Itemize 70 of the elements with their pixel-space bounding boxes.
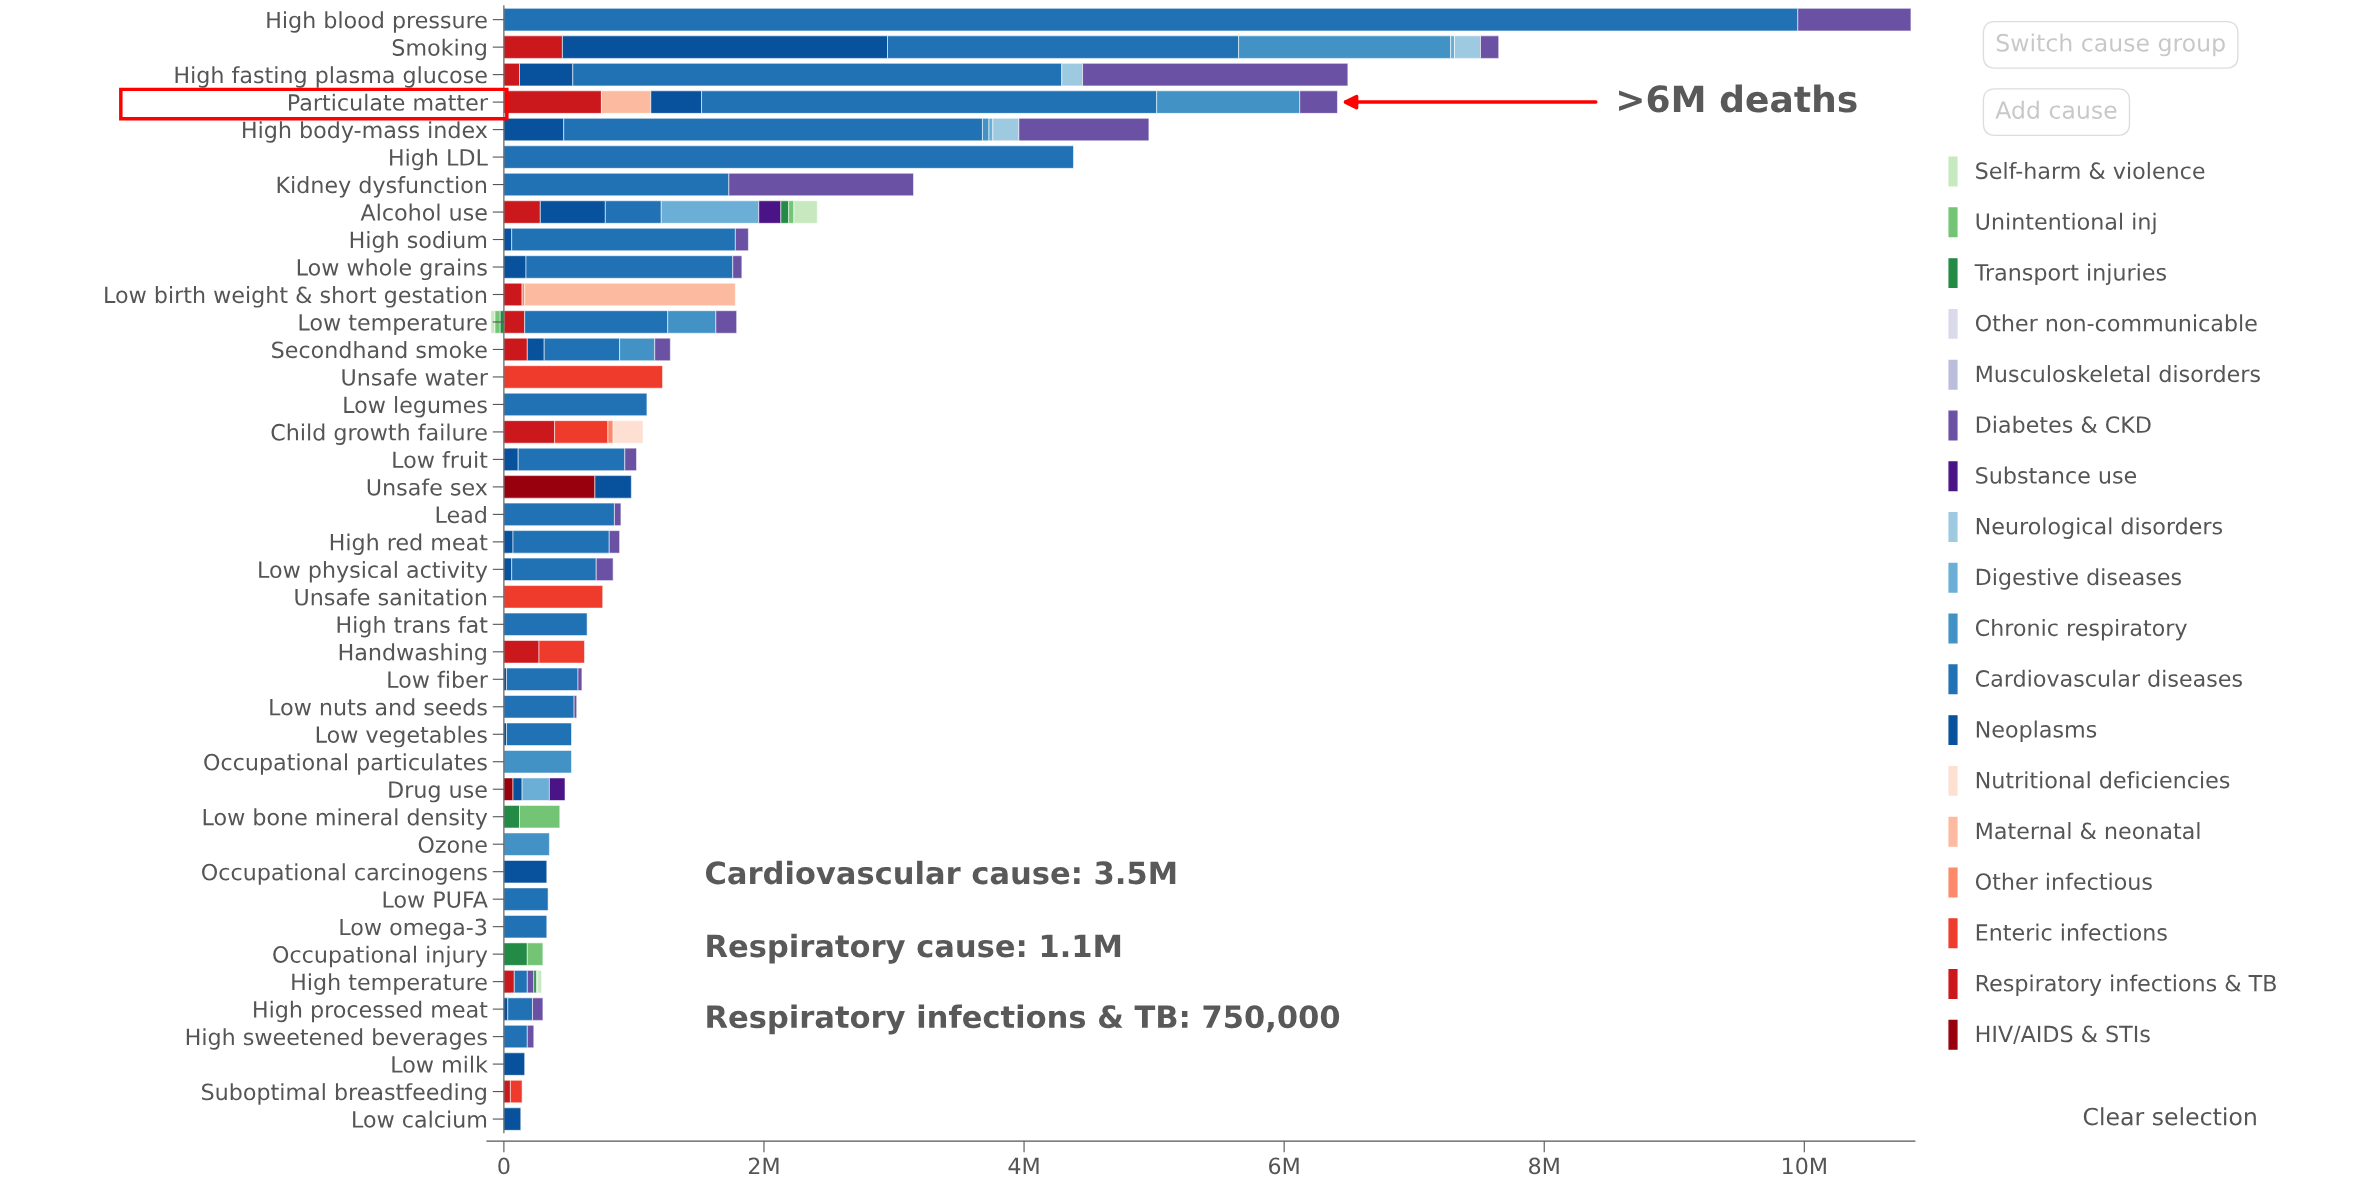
y-tick-label: High fasting plasma glucose: [175, 66, 487, 88]
x-tick-label: 0: [498, 1157, 510, 1175]
y-tick-label: Low temperature: [299, 314, 487, 336]
legend-label: Musculoskeletal disorders: [1976, 365, 2260, 383]
legend-label: Neurological disorders: [1976, 517, 2223, 539]
legend-label: Digestive diseases: [1976, 568, 2181, 590]
y-tick-label: High sweetened beverages: [186, 1028, 487, 1050]
y-tick-label: Occupational carcinogens: [202, 863, 487, 885]
y-tick-label: Low milk: [392, 1055, 488, 1073]
y-tick-label: Unsafe sanitation: [295, 588, 487, 606]
legend-label: Substance use: [1976, 466, 2137, 484]
legend-label: Cardiovascular diseases: [1975, 669, 2242, 687]
y-tick-label: High temperature: [292, 973, 487, 995]
y-tick-label: Low calcium: [353, 1110, 487, 1128]
y-tick-label: High processed meat: [254, 1000, 488, 1023]
y-tick-label: Drug use: [389, 781, 487, 803]
y-tick-label: Ozone: [418, 836, 487, 853]
legend-label: Other infectious: [1975, 872, 2152, 891]
legend-label: HIV/AIDS & STIs: [1976, 1025, 2150, 1045]
y-tick-label: Low legumes: [344, 396, 487, 418]
legend-label: Self-harm & violence: [1976, 161, 2205, 180]
y-tick-label: Handwashing: [339, 643, 486, 665]
y-tick-label: Particulate matter: [289, 93, 488, 111]
x-tick-label: 2M: [748, 1157, 779, 1174]
x-tick-label: 4M: [1008, 1157, 1039, 1174]
y-tick-label: Unsafe sex: [367, 478, 488, 496]
x-tick-label: 10M: [1783, 1157, 1826, 1175]
legend-label: Chronic respiratory: [1975, 618, 2187, 641]
y-tick-label: Occupational injury: [273, 945, 488, 968]
y-tick-label: Low nuts and seeds: [270, 698, 487, 716]
y-tick-label: Low vegetables: [316, 725, 487, 748]
y-tick-label: Smoking: [392, 38, 486, 61]
y-tick-label: Unsafe water: [342, 368, 488, 386]
y-tick-label: Suboptimal breastfeeding: [202, 1083, 486, 1105]
y-tick-label: High body-mass index: [243, 121, 488, 143]
legend-label: Respiratory infections & TB: [1976, 974, 2276, 996]
y-tick-label: Alcohol use: [360, 203, 487, 221]
y-tick-label: Low PUFA: [383, 891, 488, 908]
y-tick-label: High sodium: [350, 231, 487, 253]
x-tick-label: 6M: [1269, 1157, 1299, 1175]
y-tick-label: Low omega-3: [340, 918, 487, 940]
text: Clear selection: [2083, 1107, 2256, 1126]
y-tick-label: High red meat: [330, 533, 488, 555]
annotation: Respiratory cause: 1.1M: [707, 933, 1121, 964]
legend-label: Enteric infections: [1976, 923, 2167, 941]
legend-label: Neoplasms: [1976, 720, 2097, 742]
y-tick-label: Low physical activity: [259, 560, 488, 583]
y-tick-label: Low fruit: [393, 450, 488, 469]
legend-label: Transport injuries: [1974, 263, 2166, 285]
y-tick-label: High trans fat: [337, 615, 488, 638]
legend-label: Maternal & neonatal: [1976, 822, 2200, 840]
annotation: >6M deaths: [1619, 84, 1857, 113]
y-tick-label: Low birth weight & short gestation: [105, 286, 487, 308]
legend-label: Unintentional inj: [1976, 212, 2156, 235]
y-tick-label: Occupational particulates: [204, 753, 487, 775]
y-tick-label: Low bone mineral density: [203, 808, 488, 830]
y-tick-label: Low whole grains: [297, 258, 487, 281]
y-tick-label: High blood pressure: [267, 11, 487, 33]
y-tick-label: Kidney dysfunction: [277, 176, 487, 198]
annotation: Respiratory infections & TB: 750,000: [707, 1004, 1340, 1035]
annotation: Cardiovascular cause: 3.5M: [706, 860, 1176, 885]
y-tick-label: Lead: [436, 505, 486, 524]
legend-label: Other non-communicable: [1975, 314, 2257, 332]
legend-label: Diabetes & CKD: [1976, 415, 2151, 434]
y-tick-label: Secondhand smoke: [272, 341, 487, 359]
y-tick-label: High LDL: [390, 148, 488, 171]
y-tick-label: Low fiber: [388, 670, 488, 689]
x-tick-label: 8M: [1529, 1157, 1559, 1175]
y-tick-label: Child growth failure: [271, 423, 487, 445]
legend-label: Nutritional deficiencies: [1976, 771, 2230, 789]
